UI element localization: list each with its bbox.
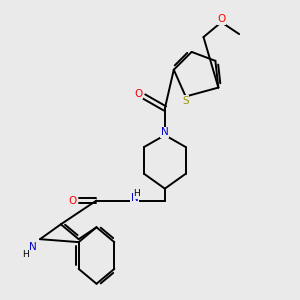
Text: N: N <box>131 193 138 202</box>
Text: H: H <box>22 250 28 259</box>
Text: O: O <box>69 196 77 206</box>
Text: H: H <box>134 190 140 199</box>
Text: N: N <box>29 242 37 252</box>
Text: O: O <box>135 88 143 98</box>
Text: S: S <box>182 96 189 106</box>
Text: O: O <box>217 14 226 24</box>
Text: N: N <box>161 127 169 137</box>
